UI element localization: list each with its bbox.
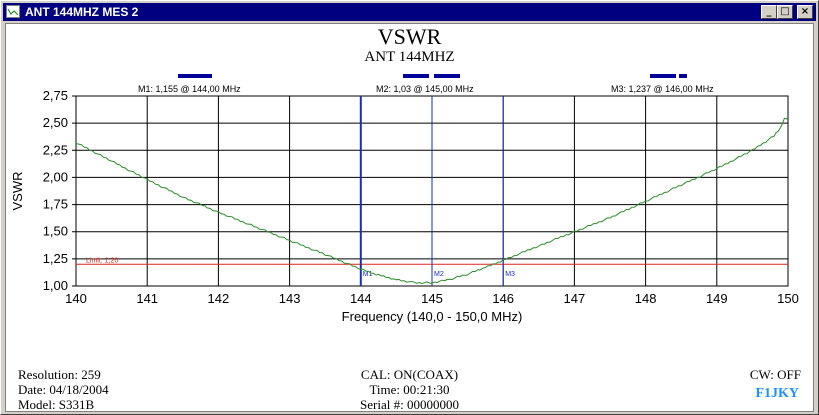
x-tick-label: 143	[279, 291, 301, 306]
serial-text: Serial #: 00000000	[360, 397, 459, 412]
cal-text: CAL: ON(COAX)	[360, 367, 459, 382]
close-icon: ×	[800, 6, 810, 17]
vswr-trace	[75, 117, 789, 285]
chart-app-icon[interactable]	[6, 5, 20, 18]
x-tick-label: 147	[564, 291, 586, 306]
x-tick-label: 150	[777, 291, 799, 306]
x-tick-label: 142	[208, 291, 230, 306]
x-tick-label: 141	[136, 291, 158, 306]
date-text: Date: 04/18/2004	[18, 382, 109, 397]
y-tick-label: 2,50	[43, 115, 68, 130]
y-axis-label: VSWR	[10, 172, 25, 211]
y-tick-label: 2,25	[43, 142, 68, 157]
maximize-icon: □	[780, 6, 790, 17]
x-tick-label: 146	[492, 291, 514, 306]
x-axis-label: Frequency (140,0 - 150,0 MHz)	[342, 309, 523, 324]
marker-readout-m1: M1: 1,155 @ 144,00 MHz	[138, 84, 241, 94]
y-tick-label: 2,75	[43, 88, 68, 103]
y-tick-label: 2,00	[43, 169, 68, 184]
marker-bar-m3b	[679, 74, 687, 78]
close-button[interactable]: ×	[797, 5, 813, 19]
marker-bar-m2b	[434, 74, 460, 78]
y-tick-label: 1,75	[43, 197, 68, 212]
y-tick-label: 1,00	[43, 278, 68, 293]
minimize-button[interactable]: _	[761, 5, 777, 19]
marker-bar-m1	[178, 74, 212, 78]
maximize-button[interactable]: □	[777, 5, 793, 19]
marker-readout-m3: M3: 1,237 @ 146,00 MHz	[611, 84, 714, 94]
marker-tag-m3: M3	[505, 271, 515, 278]
marker-readout-m2: M2: 1,03 @ 145,00 MHz	[376, 84, 474, 94]
marker-tag-m1: M1	[363, 271, 373, 278]
model-text: Model: S331B	[18, 397, 95, 412]
limit-label: Limit: 1,20	[86, 257, 118, 264]
y-tick-label: 1,50	[43, 224, 68, 239]
window-title: ANT 144MHZ MES 2	[25, 5, 139, 19]
chart-subtitle: ANT 144MHZ	[364, 49, 455, 65]
callsign-text: F1JKY	[755, 386, 799, 401]
resolution-text: Resolution: 259	[18, 367, 101, 382]
marker-bar-m3	[650, 74, 676, 78]
chart-title: VSWR	[377, 24, 442, 49]
y-tick-label: 1,25	[43, 251, 68, 266]
cw-text: CW: OFF	[749, 367, 801, 382]
time-text: Time: 00:21:30	[369, 382, 450, 397]
title-bar[interactable]: ANT 144MHZ MES 2 _ □ ×	[3, 3, 816, 21]
chart-panel: VSWR ANT 144MHZ M1: 1,155 @ 144,00 MHz M…	[5, 23, 814, 412]
x-tick-label: 145	[421, 291, 443, 306]
vswr-chart[interactable]: 140 141 142 143 144 145 146 147 148 149 150 1,00 1,2…	[6, 88, 811, 340]
x-tick-label: 140	[65, 291, 87, 306]
marker-tag-m2: M2	[434, 271, 444, 278]
minimize-icon: _	[766, 6, 772, 17]
x-tick-label: 144	[350, 291, 372, 306]
x-tick-label: 149	[706, 291, 728, 306]
x-tick-label: 148	[635, 291, 657, 306]
marker-bar-m2	[403, 74, 429, 78]
